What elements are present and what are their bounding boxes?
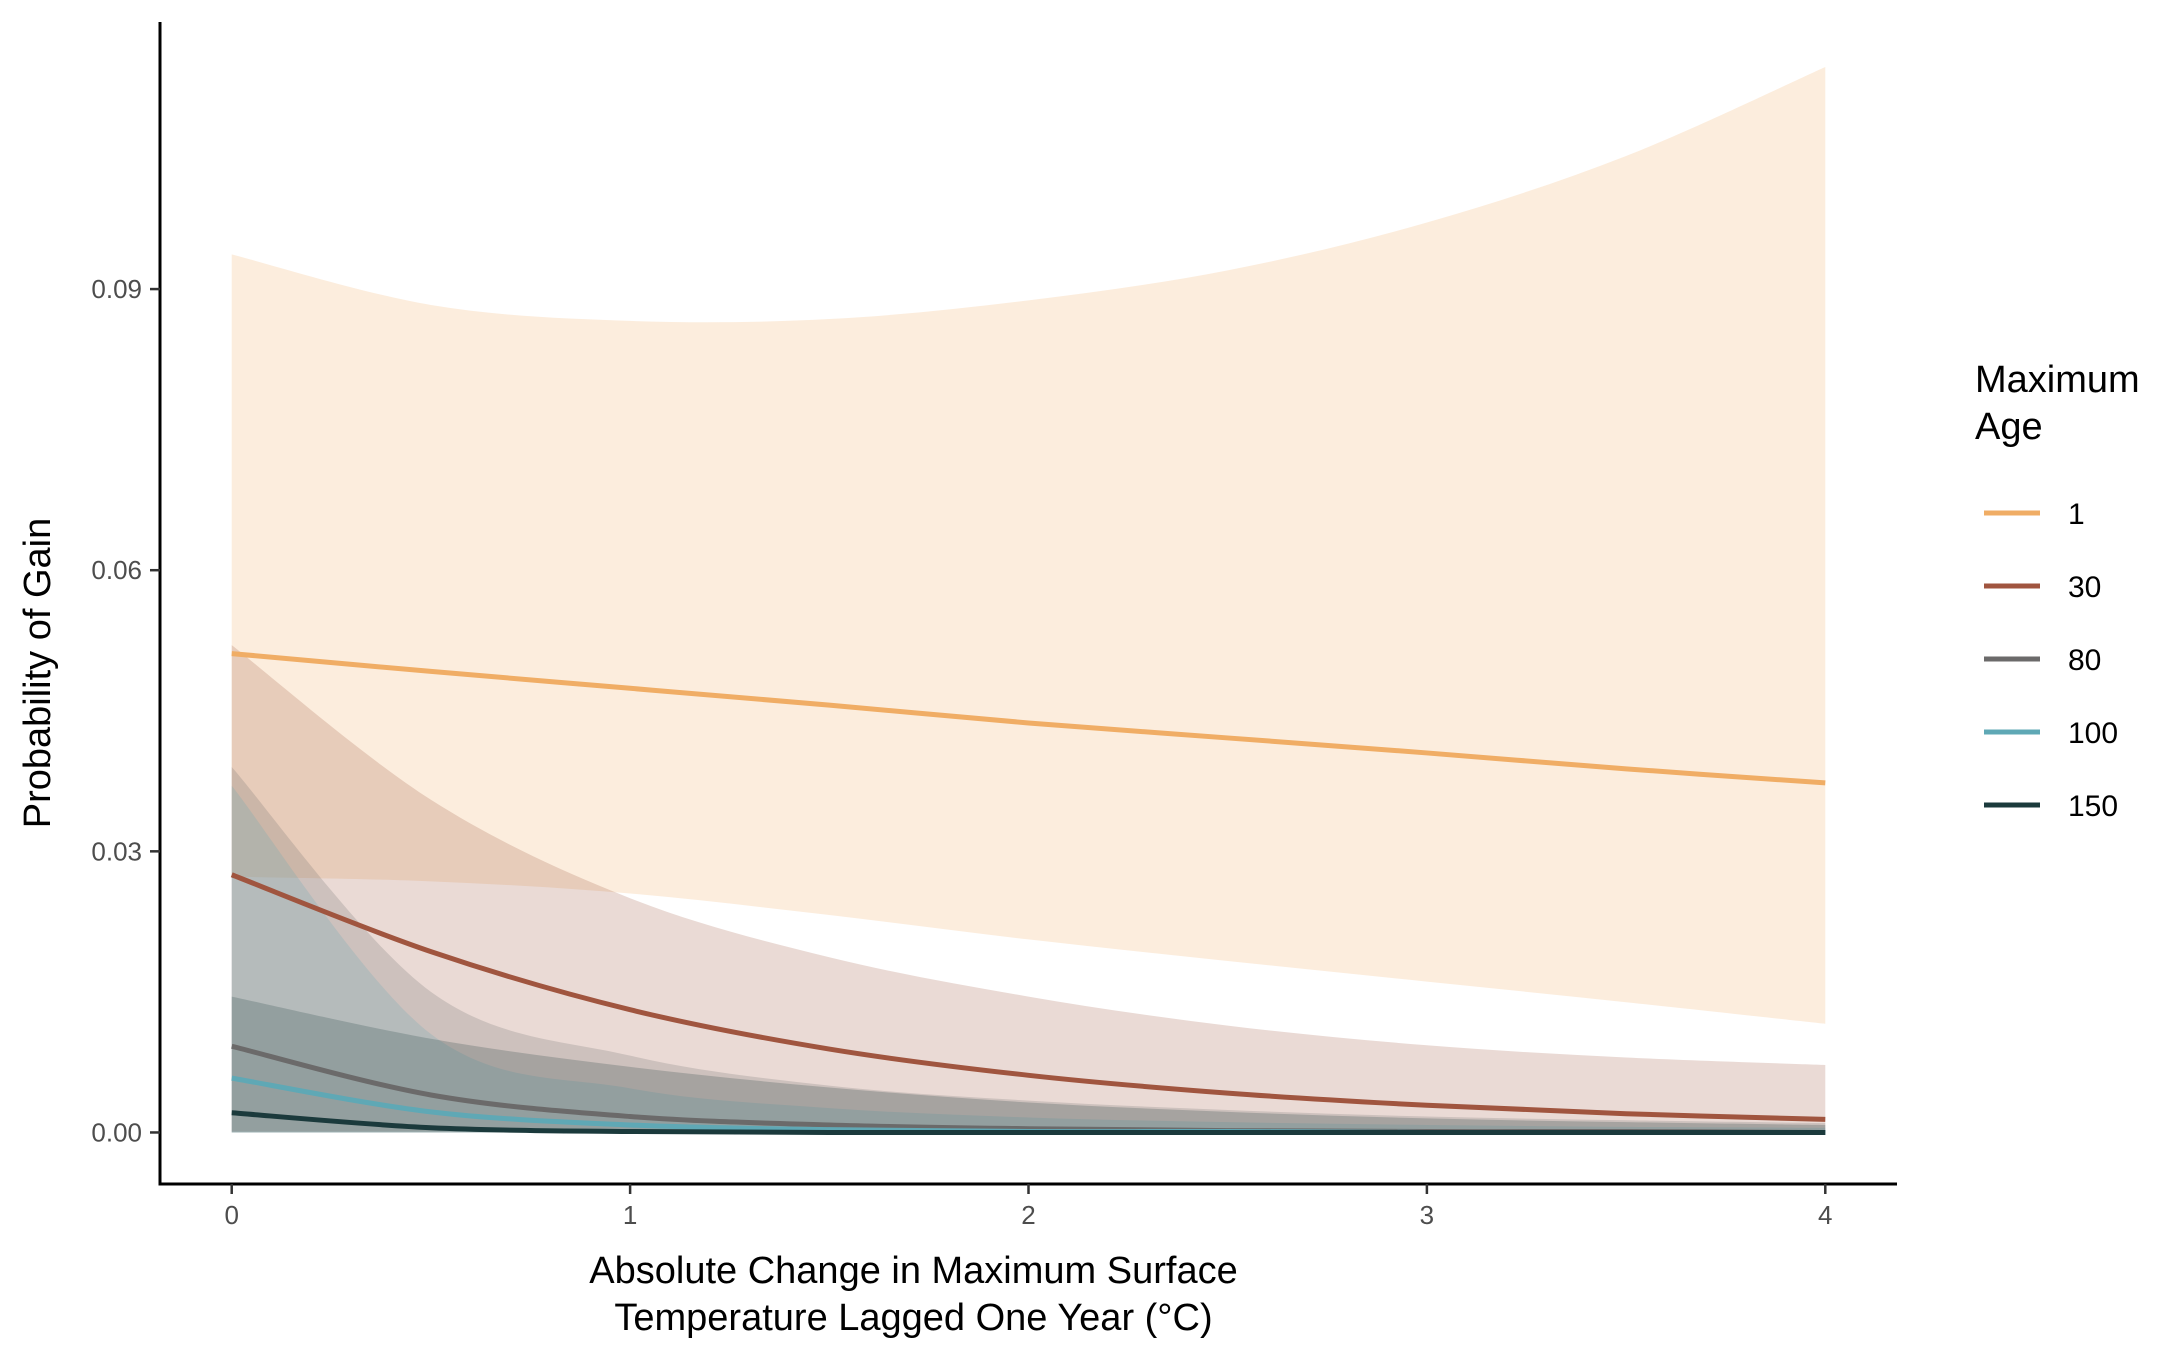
y-tick-label: 0.09 <box>91 274 142 304</box>
x-tick-label: 2 <box>1021 1200 1035 1230</box>
ci-band-150 <box>231 996 1826 1133</box>
x-axis-title: Absolute Change in Maximum Surface <box>589 1250 1237 1292</box>
x-tick-label: 3 <box>1420 1200 1434 1230</box>
legend-title: Maximum <box>1975 359 2140 401</box>
ci-band-100 <box>231 785 1826 1133</box>
y-tick-label: 0.00 <box>91 1117 142 1147</box>
x-tick-label: 1 <box>623 1200 637 1230</box>
confidence-bands <box>231 66 1826 1133</box>
legend-label-80: 80 <box>2068 644 2101 677</box>
y-tick-label: 0.06 <box>91 555 142 585</box>
y-axis-title: Probability of Gain <box>17 518 59 829</box>
legend-label-150: 150 <box>2068 790 2118 823</box>
x-axis-title: Temperature Lagged One Year (°C) <box>614 1297 1212 1339</box>
series-line-30 <box>230 872 1826 1122</box>
legend: Maximum Age 1 30 80 100 150 <box>1975 359 2140 823</box>
series-lines <box>230 651 1826 1136</box>
legend-label-1: 1 <box>2068 498 2085 531</box>
y-tick-label: 0.03 <box>91 836 142 866</box>
ci-band-1 <box>231 66 1826 1024</box>
ci-band-80 <box>231 766 1826 1133</box>
series-line-150 <box>231 1110 1826 1136</box>
legend-label-30: 30 <box>2068 571 2101 604</box>
legend-label-100: 100 <box>2068 717 2118 750</box>
axes: 0 1 2 3 4 0.00 0.03 0.06 0.09 Absolute Change in … <box>17 22 1897 1339</box>
series-line-1 <box>231 651 1826 786</box>
x-tick-label: 0 <box>224 1200 238 1230</box>
legend-title: Age <box>1975 406 2043 448</box>
x-tick-label: 4 <box>1818 1200 1832 1230</box>
